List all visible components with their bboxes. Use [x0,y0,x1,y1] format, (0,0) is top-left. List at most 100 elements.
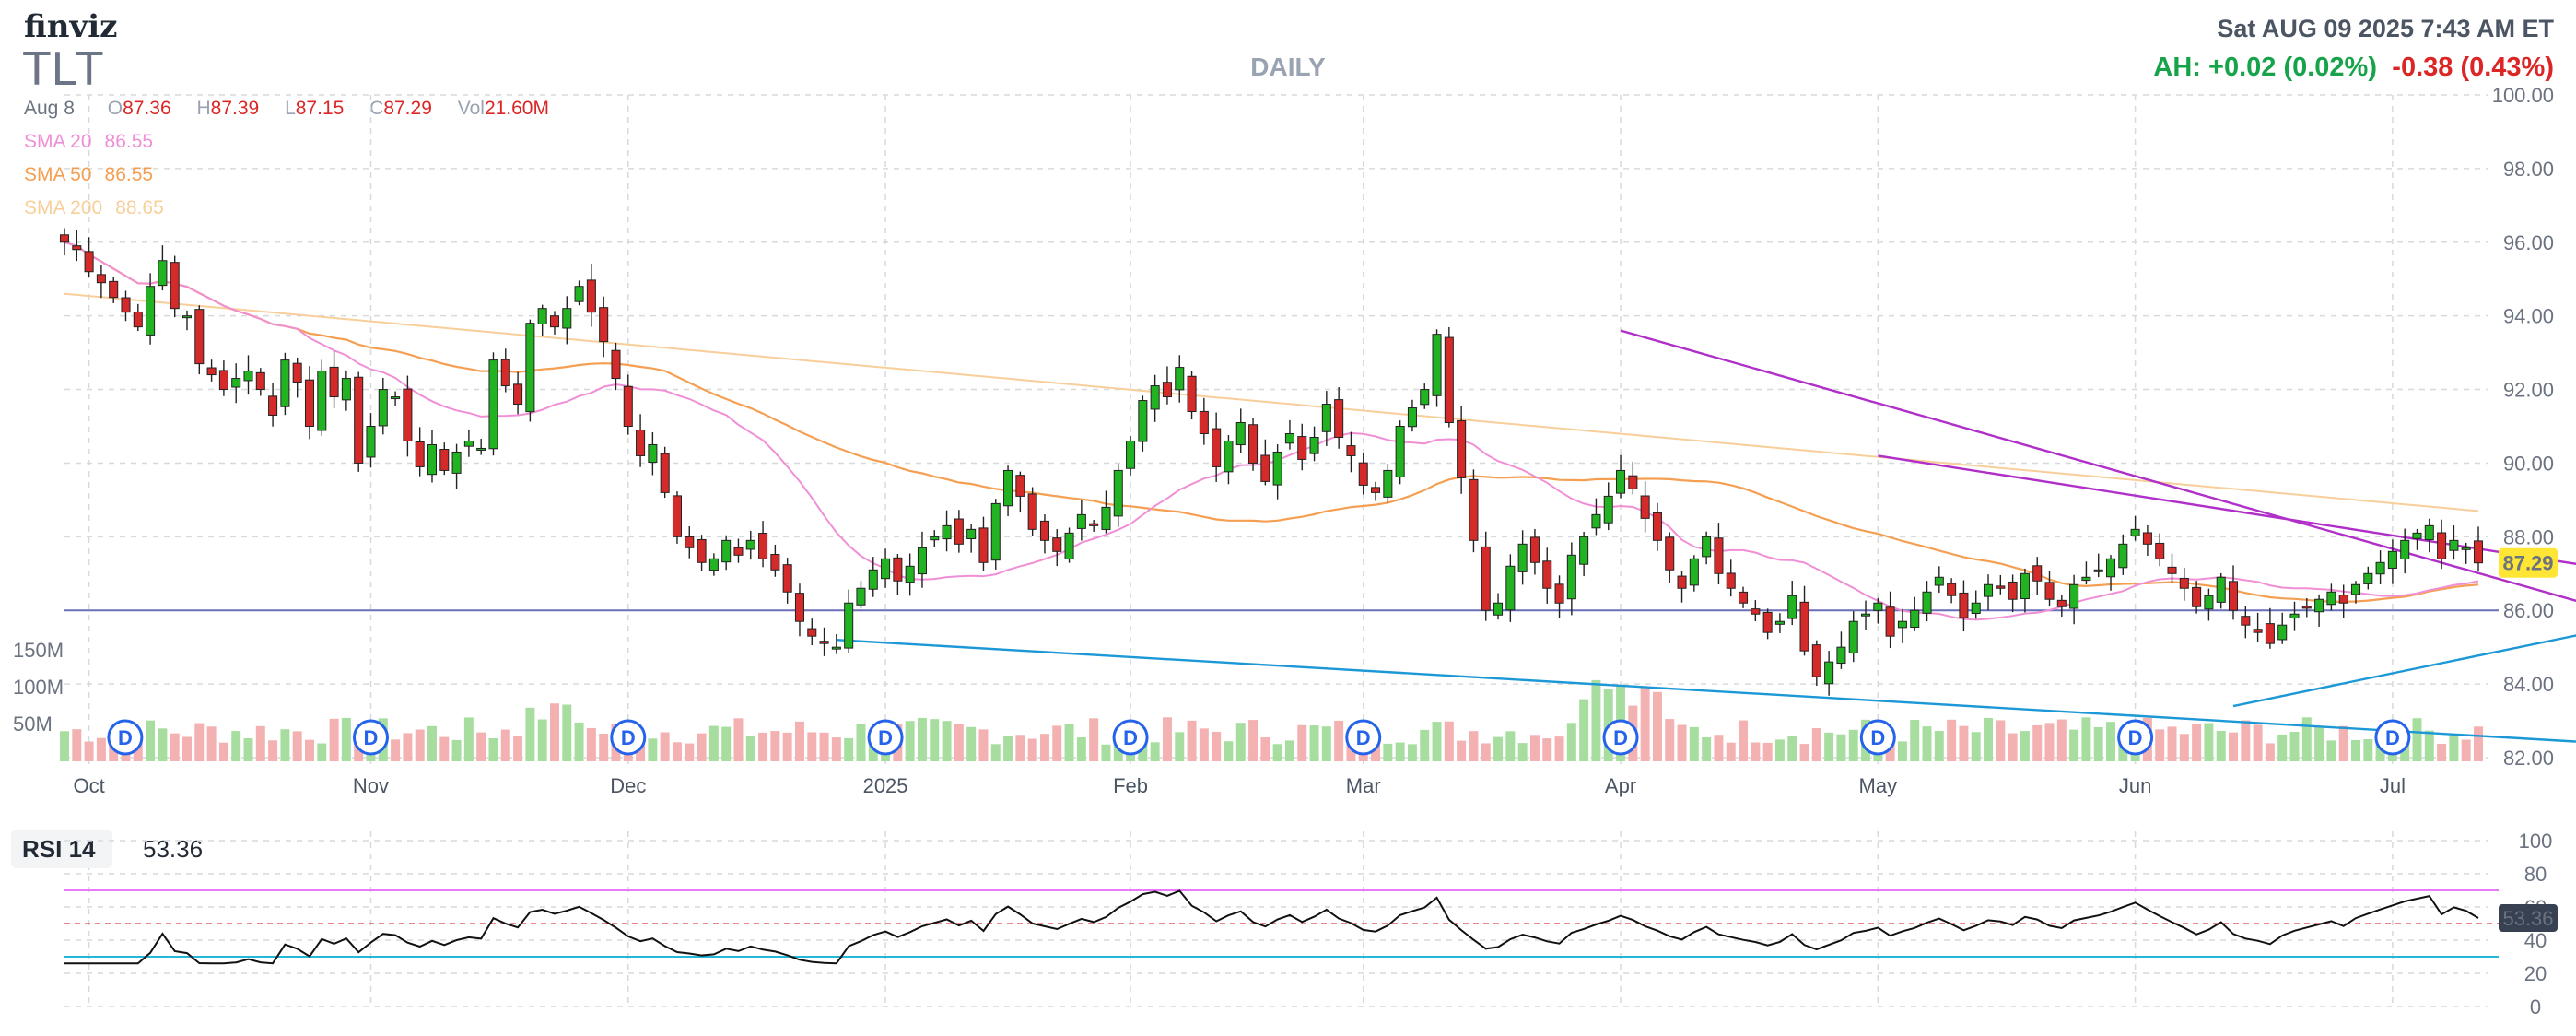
volume-bar [1665,719,1675,761]
dividend-marker: D [610,719,647,756]
volume-bar [1224,741,1234,761]
volume-bar [2093,726,2103,761]
dividend-circle [107,719,144,756]
volume-bar [831,737,841,761]
volume-bar [1162,717,1172,761]
volume-bar [1076,736,1086,761]
volume-bar [721,726,732,761]
dividend-label: D [2128,726,2143,749]
dividend-circle [352,719,389,756]
grid [64,94,2499,1007]
volume-bar [2412,718,2422,761]
volume-bar [1187,720,1197,761]
volume-bar [476,732,486,761]
volume-bar [2032,724,2043,761]
volume-bar [1836,734,1846,761]
volume-bar [1309,725,1319,761]
axis-labels: 82.00 84.00 86.00 88.00 90.00 92.00 94.00 96.00… [13,84,2558,797]
candle-body [549,315,560,328]
candle-body [1346,445,1356,456]
finviz-logo[interactable]: finviz [24,8,117,45]
volume-bar [868,741,878,761]
volume-bar [1947,719,1957,761]
candle-body [525,323,535,413]
candle-body [2400,539,2410,560]
candle-body [1027,493,1037,530]
moving-averages [64,241,2479,621]
candle-body [2204,595,2214,610]
candlesticks [59,228,2484,696]
volume-bar [1248,720,1259,761]
volume-bar [2314,726,2324,761]
dividend-label: D [878,726,893,749]
candle-body [218,370,228,391]
volume-bar [1003,736,1013,761]
candle-body [1199,410,1209,434]
candle-body [513,383,523,406]
volume-bar [2069,729,2079,761]
volume-bar [1199,728,1209,761]
dividend-label: D [1870,726,1885,749]
volume-bar [1824,732,1834,761]
candle-body [1493,602,1504,616]
open-label: O [108,98,123,119]
candle-body [1138,400,1148,442]
sma-legend: SMA 20 86.55 SMA 50 86.55 SMA 200 88.65 [24,131,164,218]
candle-body [758,533,768,559]
candle-body [1934,576,1944,586]
dividend-circle [1112,719,1149,756]
candle-body [2008,581,2018,600]
volume-bar [354,741,364,761]
volume-tick-label: 150M [13,639,64,662]
volume-bar [280,729,290,761]
candle-body [1517,543,1528,572]
dividend-circle [1859,719,1896,756]
volume-bar [1529,735,1540,761]
volume-bar [463,717,474,761]
candle-body [268,395,278,417]
month-label: Feb [1113,774,1148,797]
candle-body [96,274,106,284]
candle-body [2167,566,2177,574]
volume-bar [1089,718,1099,761]
volume-bar [1984,717,1994,761]
rsi-tick-label: 40 [2524,929,2547,952]
candle-body [2142,532,2152,545]
volume-bar [562,704,572,761]
candle-body [2375,561,2385,575]
dividend-label: D [1123,726,1138,749]
candle-body [1297,436,1307,460]
candle-body [1677,575,1687,589]
volume-bar [292,731,302,761]
candle-body [121,297,131,313]
volume-bar [1420,729,1430,761]
legend-sma50: SMA 50 86.55 [24,164,153,185]
last-price-marker [2499,547,2558,578]
candle-body [1947,583,1957,596]
volume-bar [72,729,82,761]
volume-bar [1579,699,1589,761]
candle-body [1910,609,1920,629]
candle-body [476,447,486,451]
volume-bar [660,732,670,761]
candle-body [1248,424,1259,464]
volume-bar [1652,691,1662,761]
candle-body [1848,620,1858,653]
candle-body [2265,623,2275,644]
candle-body [1212,428,1222,467]
candle-body [109,280,119,299]
close-value: 87.29 [383,98,432,119]
candle-body [231,378,241,388]
volume-bar [917,717,927,761]
candle-body [2473,540,2484,564]
volume-bar [2289,731,2300,761]
candle-body [1371,487,1381,493]
sma-20-line [64,241,2479,621]
candle-body [1015,475,1025,497]
candle-body [1739,591,1749,604]
volume-bar [317,743,327,761]
last-price-label: 87.29 [2502,552,2553,575]
volume-bar [1493,736,1504,761]
candle-body [856,587,866,606]
